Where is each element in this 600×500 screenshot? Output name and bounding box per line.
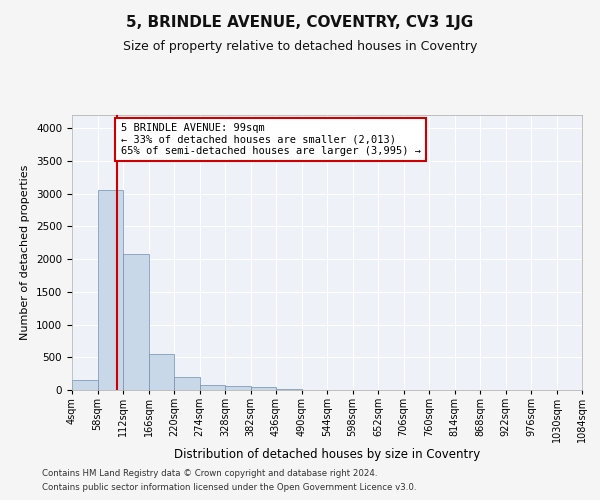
Text: Contains public sector information licensed under the Open Government Licence v3: Contains public sector information licen…	[42, 484, 416, 492]
Text: Size of property relative to detached houses in Coventry: Size of property relative to detached ho…	[123, 40, 477, 53]
Bar	[174, 377, 199, 390]
Y-axis label: Number of detached properties: Number of detached properties	[20, 165, 31, 340]
Text: Contains HM Land Registry data © Crown copyright and database right 2024.: Contains HM Land Registry data © Crown c…	[42, 468, 377, 477]
Bar	[97, 190, 123, 390]
X-axis label: Distribution of detached houses by size in Coventry: Distribution of detached houses by size …	[174, 448, 480, 461]
Text: 5 BRINDLE AVENUE: 99sqm
← 33% of detached houses are smaller (2,013)
65% of semi: 5 BRINDLE AVENUE: 99sqm ← 33% of detache…	[121, 123, 421, 156]
Bar	[200, 385, 225, 390]
Bar	[123, 254, 149, 390]
Text: 5, BRINDLE AVENUE, COVENTRY, CV3 1JG: 5, BRINDLE AVENUE, COVENTRY, CV3 1JG	[127, 15, 473, 30]
Bar	[72, 380, 97, 390]
Bar	[251, 386, 276, 390]
Bar	[149, 354, 174, 390]
Bar	[225, 386, 251, 390]
